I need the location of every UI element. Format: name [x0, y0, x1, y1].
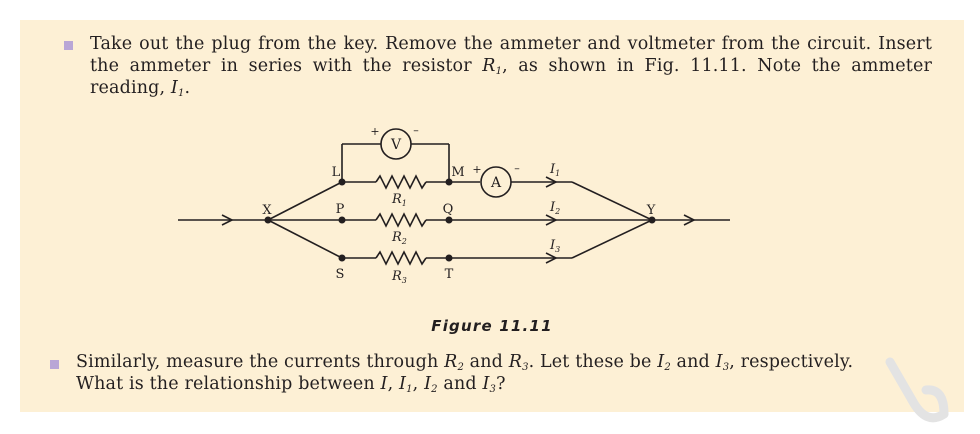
step1-var-i: I [170, 78, 178, 98]
current-i1-label: I1 [549, 162, 560, 178]
step2-var-r2: R [444, 352, 458, 372]
node-p: P [336, 202, 345, 217]
resistor-r2-label: R2 [391, 230, 407, 246]
ammeter-plus: + [472, 163, 481, 176]
node-x: X [262, 203, 272, 218]
step2-text-c: , respectively. [729, 352, 854, 372]
step2-var-i3-sub: 3 [722, 362, 730, 373]
current-i3-label: I3 [549, 238, 560, 254]
step2-and-3: and [437, 374, 483, 394]
step2-var-r3: R [508, 352, 523, 372]
step2-var-i2-sub: 2 [664, 362, 671, 373]
step2-var-ic-sub: 3 [489, 384, 497, 395]
step2-var-ib: I [424, 374, 432, 394]
ammeter-minus: – [514, 162, 520, 175]
step1-var-r: R [482, 56, 496, 76]
step2-var-i: I [380, 374, 388, 394]
node-l: L [332, 165, 341, 180]
step2-var-ia-sub: 1 [406, 384, 413, 395]
node-q: Q [443, 202, 454, 217]
step1-var-r-sub: 1 [495, 66, 503, 77]
step2-text-b: . Let these be [528, 352, 658, 372]
current-i2-label: I2 [549, 200, 560, 216]
circuit-diagram: V A + – + – X L M P Q S T Y R1 R2 R3 I1 … [178, 124, 730, 285]
step2-text-a: Similarly, measure the currents through [76, 352, 445, 372]
step2-var-i3: I [715, 352, 723, 372]
node-y: Y [646, 203, 656, 218]
bullet-marker [64, 41, 73, 50]
bullet-marker [50, 360, 59, 369]
step2-var-ib-sub: 2 [431, 384, 438, 395]
figure-caption: Figure 11.11 [431, 317, 553, 335]
resistor-r1-label: R1 [391, 192, 407, 208]
resistor-r3-label: R3 [391, 269, 407, 285]
step2-var-ia: I [399, 374, 407, 394]
node-m: M [451, 165, 464, 180]
node-t: T [445, 267, 454, 282]
step2-var-r3-sub: 3 [522, 362, 529, 373]
step1-text-b: , as shown in Fig. 11.11. Note the ammet… [90, 56, 932, 98]
step2-comma-2: , [412, 374, 425, 394]
voltmeter-plus: + [370, 125, 379, 138]
instruction-step-2: Similarly, measure the currents through … [76, 351, 932, 395]
instruction-step-1: Take out the plug from the key. Remove t… [90, 33, 932, 99]
step2-question: What is the relationship between [76, 374, 381, 394]
step2-end: ? [496, 374, 506, 394]
voltmeter-minus: – [413, 124, 419, 137]
voltmeter-label: V [390, 137, 402, 153]
step2-and-2: and [670, 352, 716, 372]
watermark-logo [885, 357, 949, 423]
ammeter-label: A [490, 175, 502, 191]
node-s: S [336, 267, 345, 282]
step2-var-i2: I [657, 352, 665, 372]
step2-and-1: and [463, 352, 509, 372]
step1-text-a: Take out the plug from the key. Remove t… [90, 34, 932, 76]
step2-comma-1: , [387, 374, 400, 394]
step1-var-i-sub: 1 [177, 88, 185, 99]
step1-text-c: . [184, 78, 191, 98]
step2-var-r2-sub: 2 [457, 362, 464, 373]
step2-var-ic: I [482, 374, 490, 394]
activity-panel: Take out the plug from the key. Remove t… [20, 20, 964, 412]
